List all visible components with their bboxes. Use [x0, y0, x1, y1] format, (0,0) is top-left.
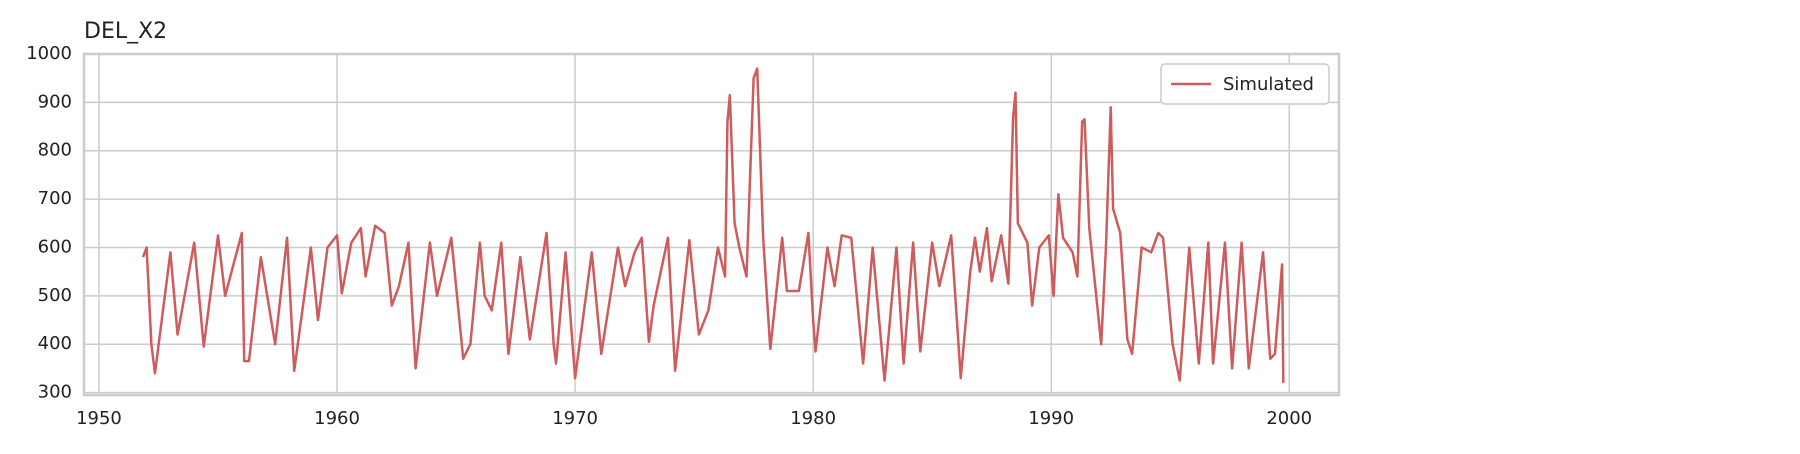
legend-box	[1160, 63, 1330, 105]
y-tick-label: 1000	[26, 43, 72, 64]
x-tick-label: 1950	[76, 408, 122, 429]
x-tick-label: 1960	[314, 408, 360, 429]
plot-frame	[82, 52, 1341, 397]
y-tick-label: 400	[38, 333, 72, 354]
y-tick-label: 700	[38, 188, 72, 209]
y-tick-label: 900	[38, 91, 72, 112]
y-tick-label: 300	[38, 382, 72, 403]
x-tick-label: 2000	[1266, 408, 1312, 429]
y-tick-label: 500	[38, 285, 72, 306]
chart-title: DEL_X2	[84, 19, 167, 44]
y-tick-label: 800	[38, 140, 72, 161]
x-tick-label: 1970	[552, 408, 598, 429]
data-line	[141, 67, 1285, 383]
legend-label: Simulated	[1223, 74, 1314, 95]
x-tick-label: 1980	[790, 408, 836, 429]
y-tick-label: 600	[38, 236, 72, 257]
x-tick-label: 1990	[1028, 408, 1074, 429]
